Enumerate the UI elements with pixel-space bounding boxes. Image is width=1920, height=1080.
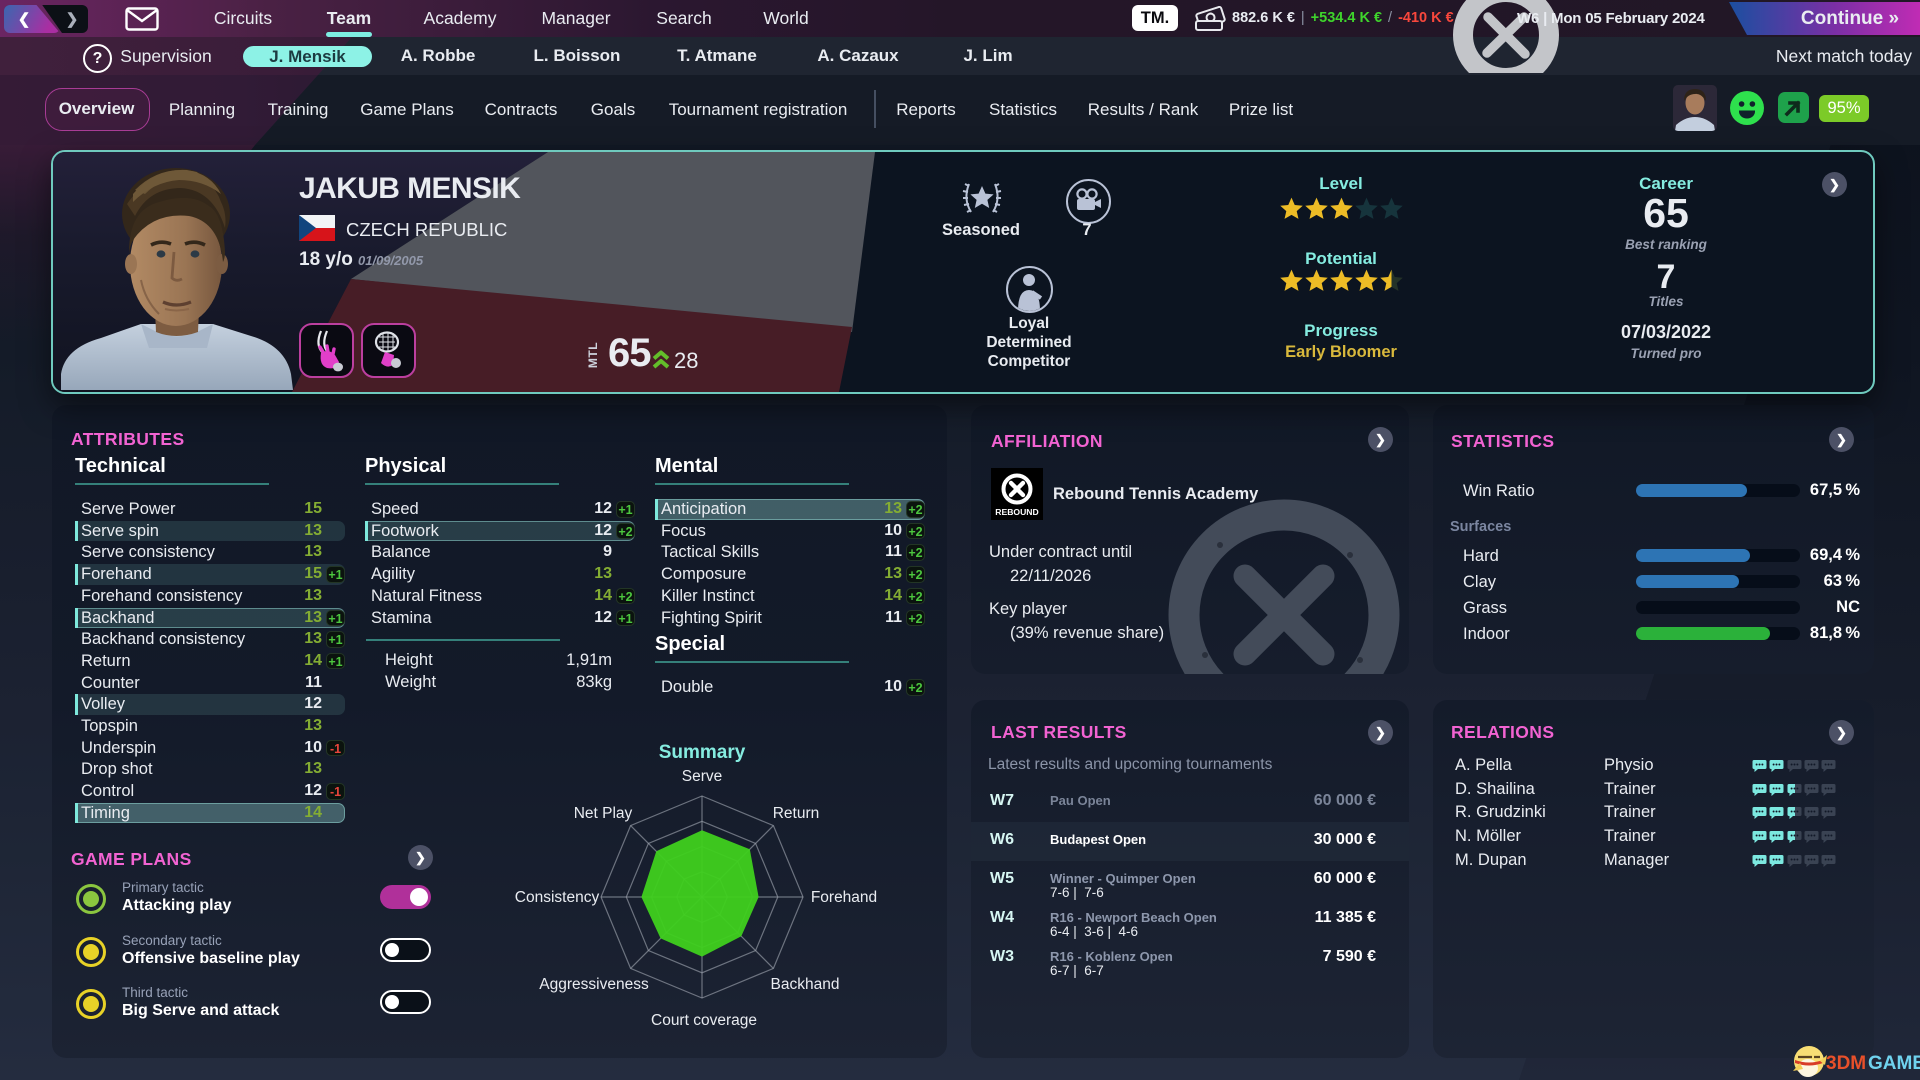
svg-text:REBOUND: REBOUND [995, 507, 1038, 517]
